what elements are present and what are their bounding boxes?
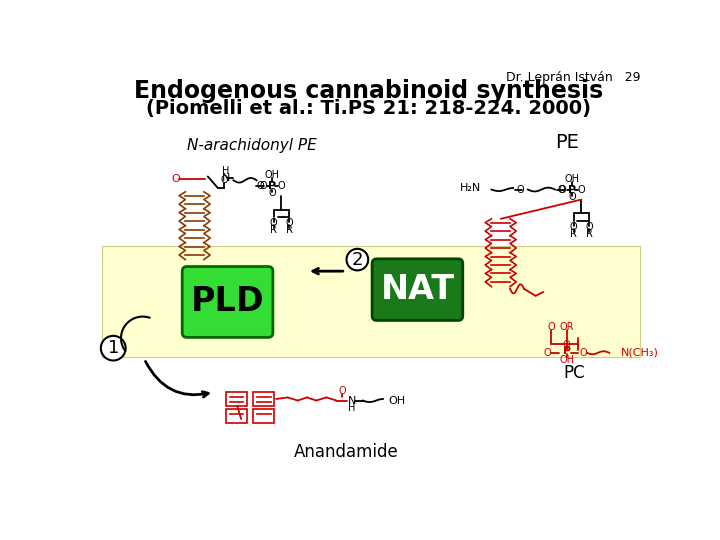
Text: 2: 2 bbox=[351, 251, 363, 268]
FancyBboxPatch shape bbox=[182, 267, 273, 338]
Text: P: P bbox=[562, 346, 571, 356]
Bar bbox=[225, 392, 248, 406]
Bar bbox=[253, 409, 274, 423]
Text: O: O bbox=[171, 174, 179, 184]
Bar bbox=[253, 392, 274, 406]
Text: OR: OR bbox=[559, 322, 574, 332]
Text: O: O bbox=[580, 348, 588, 358]
Text: O: O bbox=[570, 222, 577, 232]
Text: OH: OH bbox=[265, 170, 279, 180]
Text: Endogenous cannabinoid synthesis: Endogenous cannabinoid synthesis bbox=[135, 79, 603, 103]
Text: O: O bbox=[285, 218, 293, 228]
Text: O: O bbox=[557, 185, 565, 194]
Text: (Piomelli et al.: Ti.PS 21: 218-224. 2000): (Piomelli et al.: Ti.PS 21: 218-224. 200… bbox=[146, 99, 592, 118]
Text: N(CH₃): N(CH₃) bbox=[621, 348, 659, 358]
Text: H: H bbox=[348, 403, 356, 413]
Bar bbox=[102, 246, 640, 357]
Text: 1: 1 bbox=[107, 339, 119, 357]
Text: R: R bbox=[286, 225, 292, 235]
Text: NAT: NAT bbox=[380, 273, 454, 306]
Text: OH: OH bbox=[388, 395, 405, 406]
Text: R: R bbox=[270, 225, 277, 235]
Circle shape bbox=[101, 336, 126, 361]
Text: O: O bbox=[559, 185, 567, 194]
Text: N: N bbox=[222, 173, 230, 183]
Text: O: O bbox=[269, 188, 276, 198]
Text: N-arachidonyl PE: N-arachidonyl PE bbox=[187, 138, 317, 153]
Text: H₂N: H₂N bbox=[460, 183, 482, 193]
Text: H: H bbox=[222, 166, 229, 176]
Text: PC: PC bbox=[564, 364, 585, 382]
Text: OH: OH bbox=[564, 174, 580, 184]
Text: PE: PE bbox=[554, 132, 579, 152]
Text: N: N bbox=[348, 395, 356, 406]
Text: O: O bbox=[585, 222, 593, 232]
Text: P: P bbox=[268, 181, 276, 191]
Text: O: O bbox=[278, 181, 285, 191]
FancyBboxPatch shape bbox=[372, 259, 463, 320]
Text: O: O bbox=[568, 192, 576, 202]
Text: P: P bbox=[568, 185, 576, 194]
Text: Dr. Leprán István   29: Dr. Leprán István 29 bbox=[505, 71, 640, 84]
Text: O: O bbox=[257, 181, 264, 191]
Text: R: R bbox=[585, 229, 593, 239]
Text: O: O bbox=[338, 386, 346, 396]
Text: O: O bbox=[270, 218, 277, 228]
Text: R: R bbox=[570, 229, 577, 239]
Text: PLD: PLD bbox=[191, 286, 264, 319]
Text: Anandamide: Anandamide bbox=[293, 443, 398, 461]
Text: O: O bbox=[259, 181, 266, 191]
Text: O: O bbox=[563, 340, 570, 350]
Text: OH: OH bbox=[559, 355, 574, 365]
Circle shape bbox=[346, 249, 368, 271]
Text: O: O bbox=[577, 185, 585, 194]
Text: O: O bbox=[516, 185, 524, 194]
Text: O: O bbox=[547, 322, 555, 332]
Text: O: O bbox=[544, 348, 551, 358]
Bar bbox=[225, 409, 248, 423]
Text: O: O bbox=[220, 176, 228, 185]
